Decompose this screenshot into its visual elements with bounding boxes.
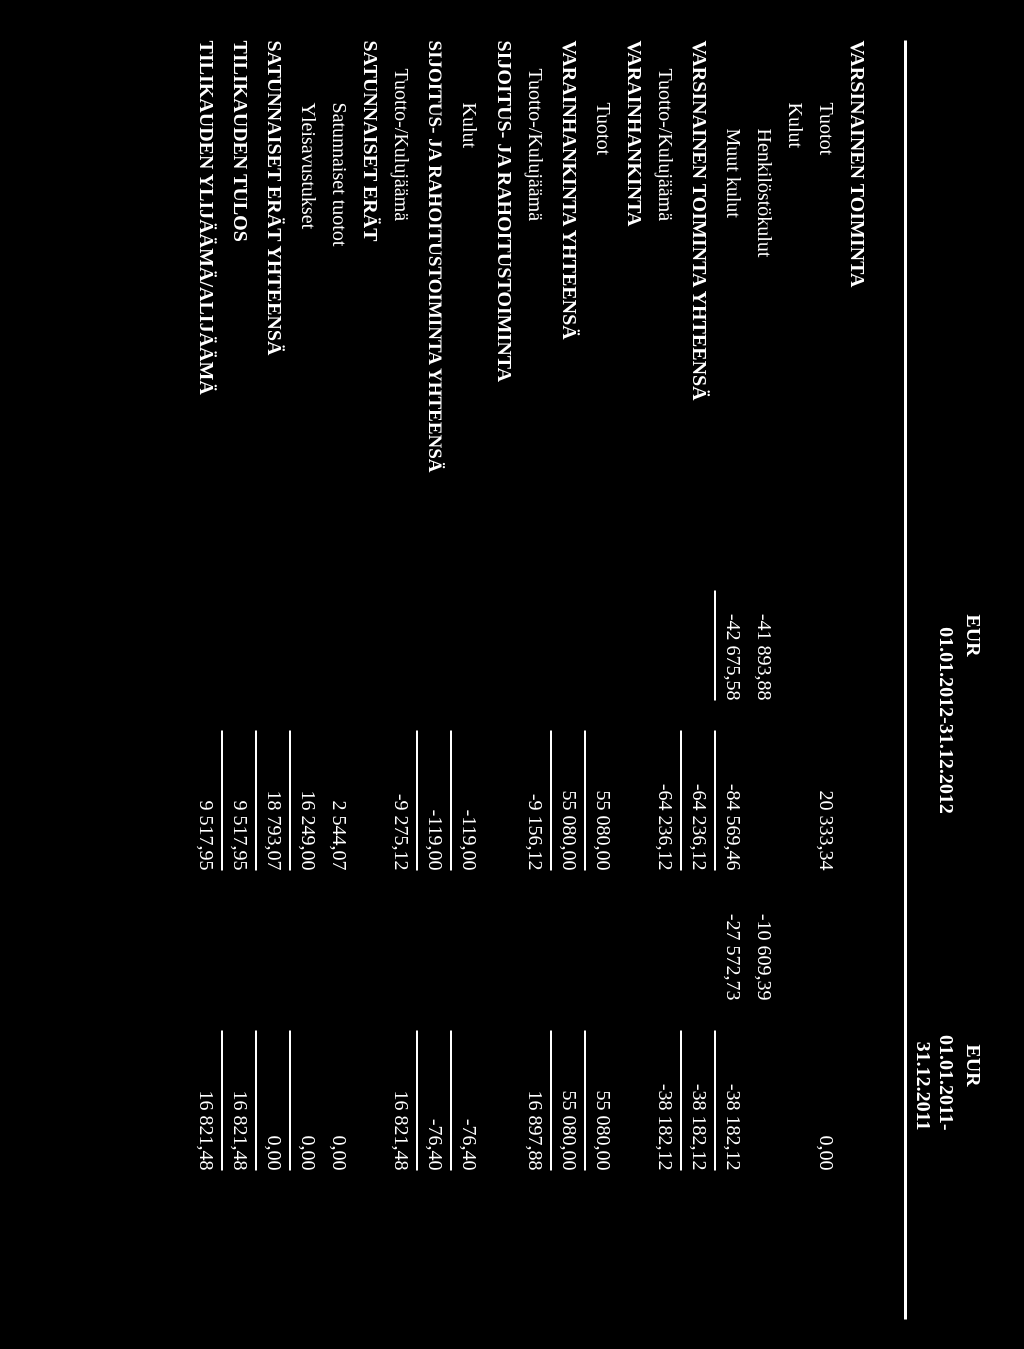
column-header-row: EUR EUR <box>961 40 984 1319</box>
row-vh-yhteensa: VARAINHANKINTA YHTEENSÄ 55 080,00 55 080… <box>550 40 584 1319</box>
row-kulut-heading: Kulut <box>779 40 810 1319</box>
label-yleisavustukset: Yleisavustukset <box>297 102 319 229</box>
label-srt-kulut: Kulut <box>458 102 480 148</box>
val-sat-tuotot-d: 0,00 <box>328 1135 350 1170</box>
val-tk1-d: -38 182,12 <box>654 1083 676 1170</box>
row-tuotot: Tuotot 20 333,34 0,00 <box>810 40 841 1319</box>
currency-label-current: EUR <box>962 614 984 656</box>
val-vh-tuotot-d: 55 080,00 <box>584 1030 618 1170</box>
val-tuotot-d: 0,00 <box>815 1135 837 1170</box>
val-tk3-b: -9 275,12 <box>390 793 412 870</box>
label-muut-kulut: Muut kulut <box>722 128 744 217</box>
row-vt-yhteensa: VARSINAINEN TOIMINTA YHTEENSÄ -64 236,12… <box>680 40 714 1319</box>
label-henkilosto: Henkilöstökulut <box>753 128 775 257</box>
row-henkilostokulut: Henkilöstökulut -41 893,88 -10 609,39 <box>748 40 779 1319</box>
val-yli-d: 16 821,48 <box>195 1090 217 1170</box>
val-yleis-b: 16 249,00 <box>289 730 323 870</box>
row-tilikauden-tulos: TILIKAUDEN TULOS 9 517,95 16 821,48 <box>221 40 255 1319</box>
row-sat-yhteensa: SATUNNAISET ERÄT YHTEENSÄ 18 793,07 0,00 <box>255 40 289 1319</box>
val-muut-b: -84 569,46 <box>714 730 748 870</box>
period-header-row: 01.01.2012-31.12.2012 01.01.2011-31.12.2… <box>911 40 957 1319</box>
label-tk3: Tuotto-/Kulujäämä <box>390 68 412 221</box>
val-tk2-b: -9 156,12 <box>524 793 546 870</box>
val-vh-tuotot-b: 55 080,00 <box>584 730 618 870</box>
label-vt-yht: VARSINAINEN TOIMINTA YHTEENSÄ <box>688 40 710 400</box>
period-prior: 01.01.2011-31.12.2011 <box>912 1034 957 1130</box>
val-muut-d: -38 182,12 <box>714 1030 748 1170</box>
row-srt-kulut: Kulut -119,00 -76,40 <box>450 40 484 1319</box>
row-tilikauden-ylijaama: TILIKAUDEN YLIJÄÄMÄ/ALIJÄÄMÄ 9 517,95 16… <box>190 40 221 1319</box>
row-muut-kulut: Muut kulut -42 675,58 -84 569,46 -27 572… <box>714 40 748 1319</box>
val-srtyht-d: -76,40 <box>416 1030 450 1170</box>
header-rule <box>904 40 907 1319</box>
label-srt: SIJOITUS- JA RAHOITUSTOIMINTA <box>493 40 515 382</box>
val-sat-tuotot-b: 2 544,07 <box>328 800 350 870</box>
label-sat-tuotot: Satunnaiset tuotot <box>328 102 350 246</box>
val-vhyht-b: 55 080,00 <box>550 730 584 870</box>
section-sijoitus-rahoitus: SIJOITUS- JA RAHOITUSTOIMINTA <box>488 40 519 1319</box>
val-tulos-d: 16 821,48 <box>221 1030 255 1170</box>
val-muut-c: -27 572,73 <box>722 913 744 1000</box>
val-srt-kulut-b: -119,00 <box>450 730 484 870</box>
val-tk1-b: -64 236,12 <box>654 783 676 870</box>
row-tuotto-kulu-3: Tuotto-/Kulujäämä -9 275,12 16 821,48 <box>385 40 416 1319</box>
label-vh-yht: VARAINHANKINTA YHTEENSÄ <box>558 40 580 339</box>
label-tilik-tulos: TILIKAUDEN TULOS <box>229 40 251 241</box>
row-yleisavustukset: Yleisavustukset 16 249,00 0,00 <box>289 40 323 1319</box>
label-srt-yht: SIJOITUS- JA RAHOITUSTOIMINTA YHTEENSÄ <box>424 40 445 472</box>
val-vtyht-b: -64 236,12 <box>680 730 714 870</box>
section-heading: VARSINAINEN TOIMINTA <box>846 40 868 287</box>
val-henkilosto-a: -41 893,88 <box>753 613 775 700</box>
label-tk2: Tuotto-/Kulujäämä <box>524 68 546 221</box>
val-tk2-d: 16 897,88 <box>524 1090 546 1170</box>
label-kulut: Kulut <box>784 102 806 148</box>
row-tuotto-kulu-1: Tuotto-/Kulujäämä -64 236,12 -38 182,12 <box>649 40 680 1319</box>
label-tk1: Tuotto-/Kulujäämä <box>654 68 676 221</box>
label-vh-tuotot: Tuotot <box>592 102 614 155</box>
val-satyht-d: 0,00 <box>255 1030 289 1170</box>
val-vhyht-d: 55 080,00 <box>550 1030 584 1170</box>
val-satyht-b: 18 793,07 <box>255 730 289 870</box>
label-tuotot: Tuotot <box>815 102 837 155</box>
val-vtyht-d: -38 182,12 <box>680 1030 714 1170</box>
val-henkilosto-c: -10 609,39 <box>753 913 775 1000</box>
label-sat-erat: SATUNNAISET ERÄT <box>359 40 381 241</box>
label-sat-yht: SATUNNAISET ERÄT YHTEENSÄ <box>263 40 285 355</box>
row-vh-tuotot: Tuotot 55 080,00 55 080,00 <box>584 40 618 1319</box>
val-yli-b: 9 517,95 <box>195 800 217 870</box>
label-tilik-yli: TILIKAUDEN YLIJÄÄMÄ/ALIJÄÄMÄ <box>195 40 217 394</box>
val-muut-a: -42 675,58 <box>714 590 748 700</box>
row-tuotto-kulu-2: Tuotto-/Kulujäämä -9 156,12 16 897,88 <box>519 40 550 1319</box>
row-srt-yhteensa: SIJOITUS- JA RAHOITUSTOIMINTA YHTEENSÄ -… <box>416 40 450 1319</box>
income-statement-page: EUR EUR 01.01.2012-31.12.2012 01.01.2011… <box>0 0 1024 1349</box>
period-current: 01.01.2012-31.12.2012 <box>935 627 957 814</box>
section-varainhankinta: VARAINHANKINTA <box>618 40 649 1319</box>
val-srt-kulut-d: -76,40 <box>450 1030 484 1170</box>
val-yleis-d: 0,00 <box>289 1030 323 1170</box>
val-tk3-d: 16 821,48 <box>390 1090 412 1170</box>
section-satunnaiset-erat: SATUNNAISET ERÄT <box>354 40 385 1319</box>
section-varsinainen-toiminta: VARSINAINEN TOIMINTA <box>841 40 872 1319</box>
val-tuotot-b: 20 333,34 <box>815 790 837 870</box>
label-varainhankinta: VARAINHANKINTA <box>623 40 645 226</box>
val-srtyht-b: -119,00 <box>416 730 450 870</box>
currency-label-prior: EUR <box>962 1044 984 1086</box>
val-tulos-b: 9 517,95 <box>221 730 255 870</box>
row-satunnaiset-tuotot: Satunnaiset tuotot 2 544,07 0,00 <box>323 40 354 1319</box>
